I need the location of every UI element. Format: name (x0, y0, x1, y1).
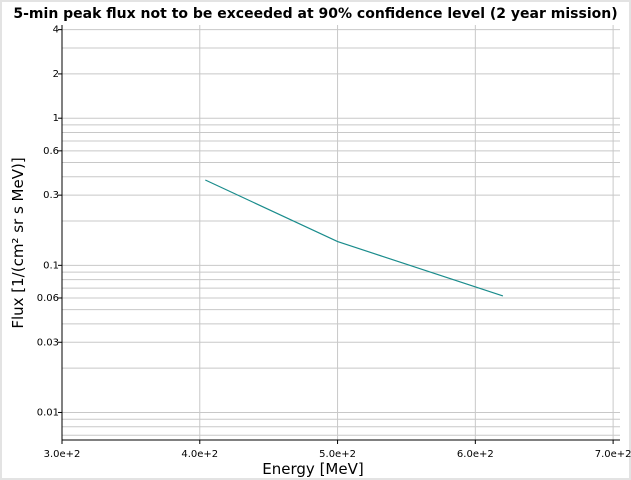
x-tick-label: 3.0e+2 (44, 449, 81, 460)
y-tick-label: 2 (53, 69, 59, 80)
x-tick-label: 5.0e+2 (319, 449, 356, 460)
y-tick-label: 0.3 (43, 190, 59, 201)
x-tick-label: 7.0e+2 (595, 449, 631, 460)
y-tick-label: 4 (53, 25, 59, 36)
y-tick-label: 0.06 (37, 293, 59, 304)
x-tick-label: 6.0e+2 (457, 449, 494, 460)
y-tick-label: 0.1 (43, 260, 59, 271)
x-axis-label: Energy [MeV] (262, 460, 364, 478)
series-line (205, 179, 504, 297)
y-tick-label: 0.01 (37, 407, 59, 418)
x-tick-label: 4.0e+2 (181, 449, 218, 460)
y-tick-label: 0.03 (37, 337, 59, 348)
chart-title: 5-min peak flux not to be exceeded at 90… (13, 6, 618, 22)
y-tick-label: 0.6 (43, 146, 59, 157)
y-tick-label: 1 (53, 113, 59, 124)
